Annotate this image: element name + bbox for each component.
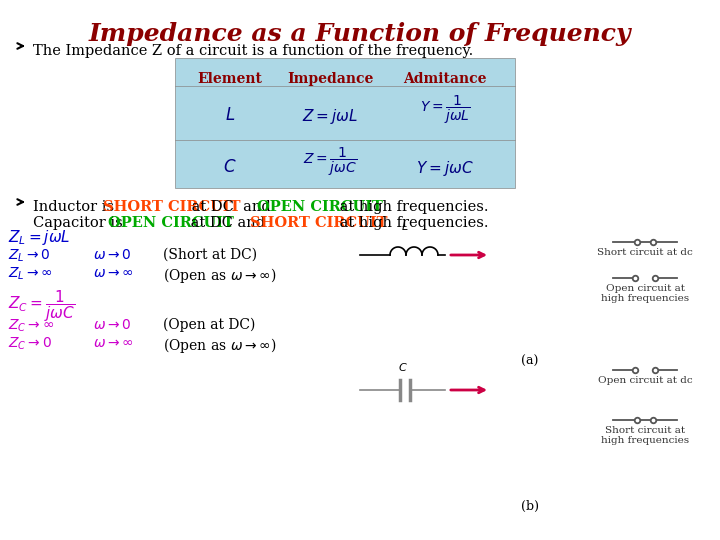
Text: at high frequencies.: at high frequencies. bbox=[335, 216, 488, 230]
Text: $Z_L \rightarrow \infty$: $Z_L \rightarrow \infty$ bbox=[8, 266, 53, 282]
Text: $Y = \dfrac{1}{j\omega L}$: $Y = \dfrac{1}{j\omega L}$ bbox=[420, 94, 470, 126]
Text: Capacitor is: Capacitor is bbox=[33, 216, 127, 230]
Text: (Open as $\omega \rightarrow \infty$): (Open as $\omega \rightarrow \infty$) bbox=[163, 266, 276, 285]
Text: (a): (a) bbox=[521, 355, 539, 368]
Text: at DC and: at DC and bbox=[186, 216, 270, 230]
Text: $Z = \dfrac{1}{j\omega C}$: $Z = \dfrac{1}{j\omega C}$ bbox=[303, 146, 357, 178]
Text: $Z_L = j\omega L$: $Z_L = j\omega L$ bbox=[8, 228, 71, 247]
Text: SHORT CIRCUIT: SHORT CIRCUIT bbox=[251, 216, 387, 230]
Text: OPEN CIRCUIT: OPEN CIRCUIT bbox=[109, 216, 234, 230]
Text: Admitance: Admitance bbox=[403, 72, 487, 86]
Text: The Impedance Z of a circuit is a function of the frequency.: The Impedance Z of a circuit is a functi… bbox=[33, 44, 473, 58]
Text: $\omega \rightarrow \infty$: $\omega \rightarrow \infty$ bbox=[93, 336, 134, 350]
Text: $Y = j\omega C$: $Y = j\omega C$ bbox=[416, 159, 474, 178]
Text: $C$: $C$ bbox=[223, 159, 237, 177]
Text: $\omega \rightarrow 0$: $\omega \rightarrow 0$ bbox=[93, 318, 132, 332]
Text: (b): (b) bbox=[521, 500, 539, 513]
Text: $Z = j\omega L$: $Z = j\omega L$ bbox=[302, 106, 358, 125]
Text: $\omega \rightarrow 0$: $\omega \rightarrow 0$ bbox=[93, 248, 132, 262]
Text: $Z_C \rightarrow 0$: $Z_C \rightarrow 0$ bbox=[8, 336, 52, 353]
Text: Inductor is: Inductor is bbox=[33, 200, 119, 214]
Text: $Z_C \rightarrow \infty$: $Z_C \rightarrow \infty$ bbox=[8, 318, 54, 334]
Text: $L$: $L$ bbox=[225, 107, 235, 125]
Text: at DC  and: at DC and bbox=[187, 200, 276, 214]
Bar bbox=[175, 58, 515, 188]
Text: Element: Element bbox=[197, 72, 262, 86]
Text: $C$: $C$ bbox=[398, 361, 408, 373]
Text: $L$: $L$ bbox=[401, 220, 409, 232]
Text: SHORT CIRCUIT: SHORT CIRCUIT bbox=[102, 200, 240, 214]
Text: $Z_C = \dfrac{1}{j\omega C}$: $Z_C = \dfrac{1}{j\omega C}$ bbox=[8, 288, 75, 324]
Text: (Short at DC): (Short at DC) bbox=[163, 248, 257, 262]
Text: Short circuit at
high frequencies: Short circuit at high frequencies bbox=[601, 426, 689, 445]
Text: $Z_L \rightarrow 0$: $Z_L \rightarrow 0$ bbox=[8, 248, 50, 265]
Text: (Open as $\omega \rightarrow \infty$): (Open as $\omega \rightarrow \infty$) bbox=[163, 336, 276, 355]
Text: Short circuit at dc: Short circuit at dc bbox=[597, 248, 693, 257]
Text: Impedance: Impedance bbox=[287, 72, 373, 86]
Text: OPEN CIRCUIT: OPEN CIRCUIT bbox=[257, 200, 382, 214]
Text: at high frequencies.: at high frequencies. bbox=[335, 200, 488, 214]
Text: $\omega \rightarrow \infty$: $\omega \rightarrow \infty$ bbox=[93, 266, 134, 280]
Text: (Open at DC): (Open at DC) bbox=[163, 318, 256, 333]
Text: Impedance as a Function of Frequency: Impedance as a Function of Frequency bbox=[89, 22, 631, 46]
Text: Open circuit at
high frequencies: Open circuit at high frequencies bbox=[601, 284, 689, 303]
Text: Open circuit at dc: Open circuit at dc bbox=[598, 376, 693, 385]
